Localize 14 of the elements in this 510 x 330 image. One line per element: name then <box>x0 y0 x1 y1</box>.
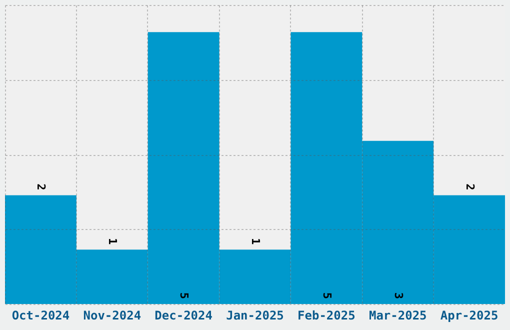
data-label: 2 <box>463 184 476 190</box>
data-label: 5 <box>320 292 334 299</box>
x-tick-label: Feb-2025 <box>298 308 356 322</box>
x-tick-label: Jan-2025 <box>226 308 284 322</box>
x-tick-label: Nov-2024 <box>83 308 142 322</box>
data-label: 1 <box>249 238 262 246</box>
x-tick-label: Oct-2024 <box>12 308 70 322</box>
x-tick-label: Dec-2024 <box>154 308 212 322</box>
data-label: 5 <box>178 292 191 299</box>
data-label: 3 <box>392 292 405 299</box>
x-tick-label: Apr-2025 <box>440 308 498 322</box>
data-label: 2 <box>34 184 48 190</box>
x-tick-label: Mar-2025 <box>368 308 427 322</box>
data-label: 1 <box>106 238 120 246</box>
